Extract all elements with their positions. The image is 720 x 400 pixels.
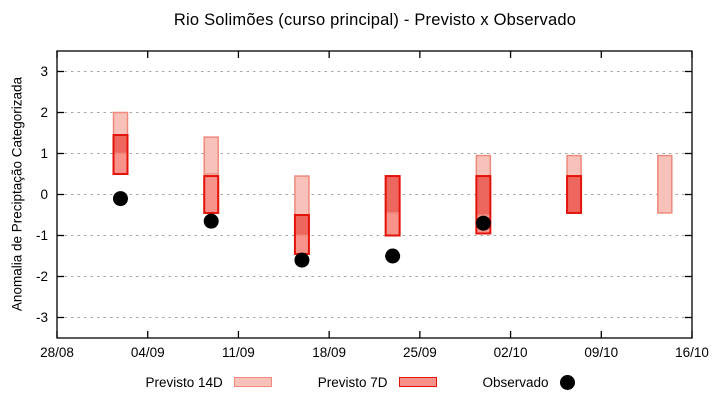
legend-item-observado: Observado	[482, 374, 575, 390]
legend-item-previsto-14d: Previsto 14D	[145, 374, 272, 390]
bar-overlap-region	[113, 135, 128, 154]
legend-label-previsto-14d: Previsto 14D	[145, 374, 223, 390]
observed-point	[385, 248, 401, 264]
y-tick-label: 2	[40, 105, 48, 120]
y-tick-label: 1	[40, 146, 48, 161]
bar-border-previsto-14d	[294, 175, 310, 237]
bar-border-previsto-14d	[112, 111, 129, 155]
plot-border	[56, 50, 693, 339]
x-tick-label: 28/08	[40, 345, 74, 360]
legend-label-observado: Observado	[482, 374, 549, 390]
bar-border-previsto-7d	[112, 134, 129, 176]
x-tick-label: 11/09	[222, 345, 255, 360]
x-tick-label: 25/09	[403, 345, 437, 360]
y-tick-label: 3	[40, 64, 48, 79]
x-tick-label: 18/09	[312, 345, 346, 360]
y-tick-label: -2	[36, 269, 48, 284]
x-tick-label: 09/10	[584, 345, 618, 360]
bar-border-previsto-7d	[566, 175, 583, 214]
chart-title: Rio Solimões (curso principal) - Previst…	[173, 11, 577, 29]
bar-previsto-14d	[657, 155, 672, 213]
bar-border-previsto-7d	[384, 175, 401, 237]
bar-overlap-region	[385, 176, 400, 213]
legend-swatch-previsto-7d	[398, 377, 437, 387]
x-tick-label: 02/10	[494, 345, 528, 360]
bar-border-previsto-7d	[475, 175, 492, 235]
bar-previsto-7d	[204, 176, 219, 213]
bar-border-previsto-7d	[203, 175, 220, 214]
observed-point	[113, 191, 128, 207]
observed-point	[203, 213, 219, 229]
x-tick-label: 04/09	[131, 345, 165, 360]
legend-swatch-previsto-14d	[233, 377, 272, 387]
bar-border-previsto-14d	[657, 154, 673, 214]
x-tick-label: 16/10	[675, 345, 709, 360]
legend-item-previsto-7d: Previsto 7D	[318, 375, 437, 390]
bar-overlap-region	[294, 215, 309, 236]
bar-overlap-region	[567, 176, 582, 213]
legend: Previsto 14D Previsto 7D Observado	[0, 371, 720, 393]
y-tick-label: -1	[36, 228, 48, 243]
bar-previsto-14d	[204, 137, 219, 174]
y-tick-label: 0	[40, 187, 48, 202]
observed-point	[294, 252, 310, 268]
legend-label-previsto-7d: Previsto 7D	[317, 374, 388, 390]
legend-observed-point-icon	[559, 374, 575, 390]
bar-overlap-region	[476, 176, 491, 215]
bar-border-previsto-14d	[203, 136, 219, 175]
observed-point	[475, 215, 491, 231]
y-tick-label: -3	[36, 310, 48, 325]
